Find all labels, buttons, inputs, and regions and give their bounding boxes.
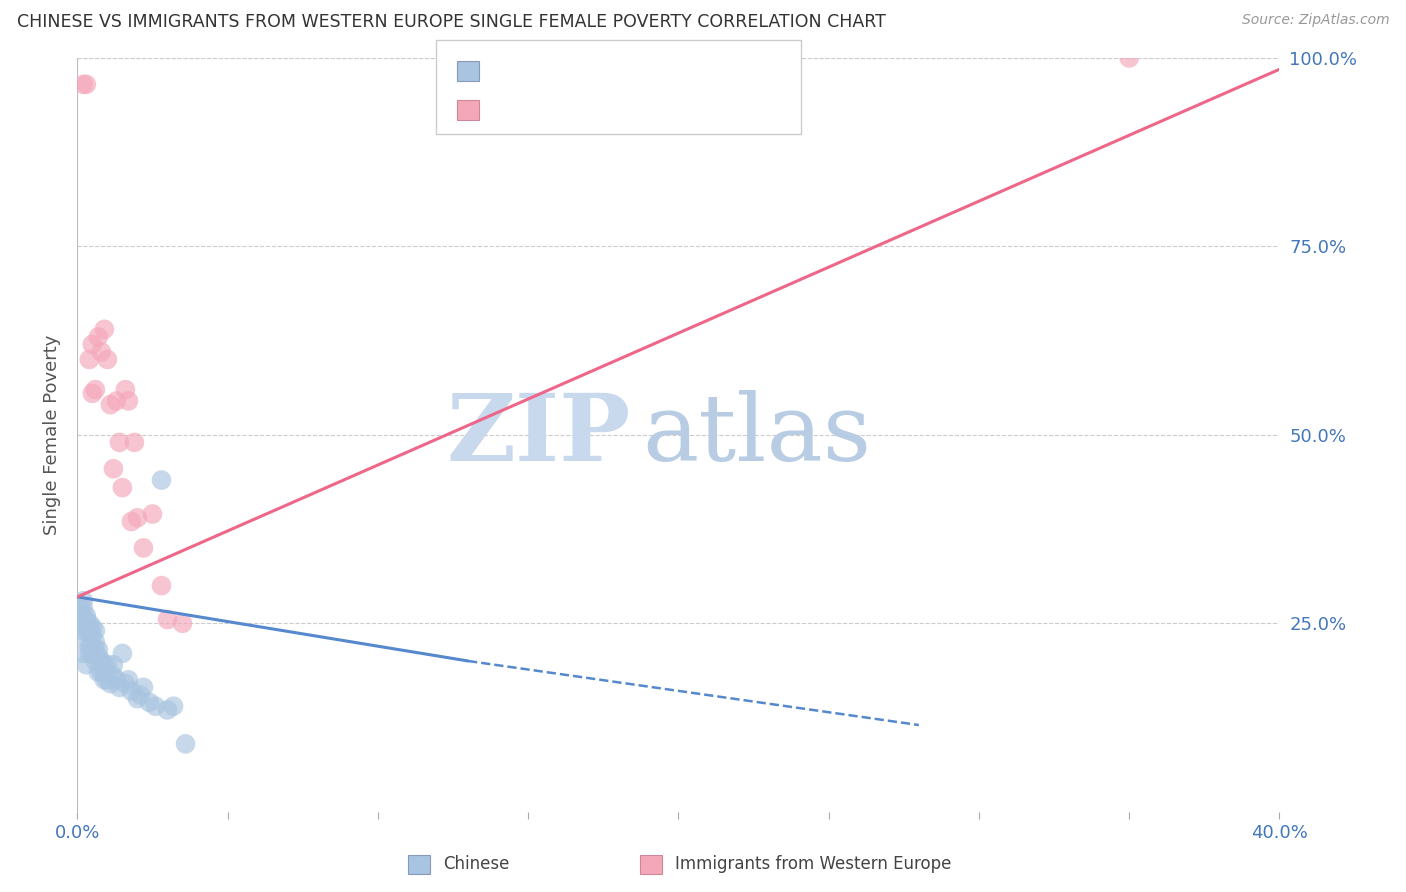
Point	[103, 657, 125, 672]
Point	[75, 608, 97, 623]
Point	[162, 699, 184, 714]
Point	[79, 624, 101, 638]
Point	[100, 676, 122, 690]
Point	[141, 507, 163, 521]
Point	[132, 541, 155, 555]
Point	[72, 593, 94, 607]
Point	[69, 616, 91, 631]
Point	[127, 510, 149, 524]
Point	[82, 639, 104, 653]
Point	[124, 435, 146, 450]
Point	[129, 688, 152, 702]
Point	[114, 676, 136, 690]
Point	[117, 673, 139, 687]
Point	[108, 681, 131, 695]
Point	[90, 345, 112, 359]
Point	[114, 383, 136, 397]
Point	[93, 322, 115, 336]
Point	[156, 613, 179, 627]
Point	[84, 642, 107, 657]
Point	[100, 398, 122, 412]
Point	[69, 608, 91, 623]
Text: atlas: atlas	[643, 390, 872, 480]
Point	[72, 647, 94, 661]
Text: Immigrants from Western Europe: Immigrants from Western Europe	[675, 855, 952, 873]
Point	[72, 624, 94, 638]
Point	[72, 601, 94, 615]
Point	[82, 647, 104, 661]
Text: Source: ZipAtlas.com: Source: ZipAtlas.com	[1241, 13, 1389, 28]
Point	[87, 642, 110, 657]
Point	[93, 673, 115, 687]
Point	[111, 647, 134, 661]
Point	[103, 669, 125, 683]
Point	[117, 393, 139, 408]
Point	[172, 616, 194, 631]
Point	[120, 684, 142, 698]
Point	[127, 691, 149, 706]
Point	[79, 639, 101, 653]
Point	[93, 657, 115, 672]
Point	[79, 647, 101, 661]
Point	[96, 673, 118, 687]
Point	[120, 515, 142, 529]
Point	[75, 620, 97, 634]
Point	[1118, 51, 1140, 65]
Point	[84, 654, 107, 668]
Text: ZIP: ZIP	[446, 390, 630, 480]
Point	[108, 435, 131, 450]
Point	[145, 699, 167, 714]
Point	[156, 703, 179, 717]
Point	[87, 665, 110, 680]
Text: R = -0.244   N = 53: R = -0.244 N = 53	[496, 62, 659, 79]
Point	[69, 601, 91, 615]
Point	[138, 695, 160, 709]
Point	[82, 627, 104, 641]
Point	[90, 665, 112, 680]
Point	[72, 78, 94, 92]
Point	[87, 650, 110, 665]
Point	[132, 681, 155, 695]
Point	[75, 657, 97, 672]
Point	[84, 635, 107, 649]
Text: CHINESE VS IMMIGRANTS FROM WESTERN EUROPE SINGLE FEMALE POVERTY CORRELATION CHAR: CHINESE VS IMMIGRANTS FROM WESTERN EUROP…	[17, 13, 886, 31]
Point	[82, 337, 104, 351]
Point	[103, 462, 125, 476]
Point	[82, 386, 104, 401]
Point	[105, 393, 128, 408]
Text: R =  0.616   N = 26: R = 0.616 N = 26	[496, 101, 658, 119]
Text: Chinese: Chinese	[443, 855, 509, 873]
Point	[84, 624, 107, 638]
Point	[111, 481, 134, 495]
Point	[75, 613, 97, 627]
Point	[150, 473, 173, 487]
Point	[105, 673, 128, 687]
Point	[96, 352, 118, 367]
Point	[84, 383, 107, 397]
Point	[82, 620, 104, 634]
Point	[87, 330, 110, 344]
Point	[174, 737, 197, 751]
Point	[90, 654, 112, 668]
Point	[79, 627, 101, 641]
Point	[75, 632, 97, 646]
Point	[79, 352, 101, 367]
Point	[75, 78, 97, 92]
Point	[96, 657, 118, 672]
Point	[150, 579, 173, 593]
Point	[79, 616, 101, 631]
Y-axis label: Single Female Poverty: Single Female Poverty	[42, 334, 60, 535]
Point	[93, 665, 115, 680]
